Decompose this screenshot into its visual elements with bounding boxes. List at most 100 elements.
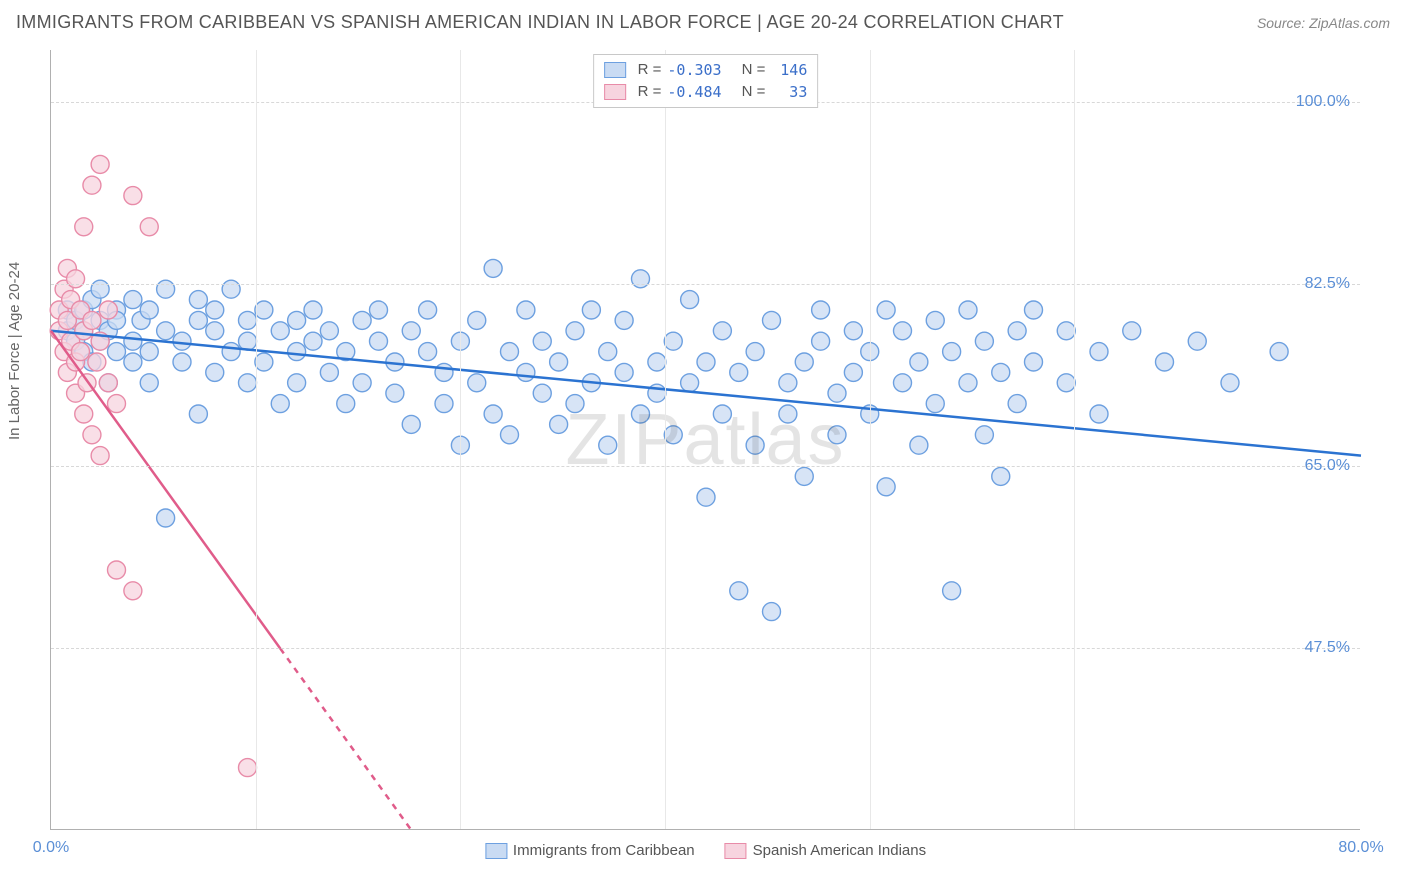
scatter-point — [1057, 322, 1075, 340]
scatter-point — [517, 301, 535, 319]
y-axis-label: In Labor Force | Age 20-24 — [6, 262, 23, 440]
y-tick-label: 47.5% — [1305, 639, 1350, 657]
scatter-point — [255, 301, 273, 319]
scatter-point — [877, 478, 895, 496]
scatter-point — [566, 395, 584, 413]
scatter-point — [1221, 374, 1239, 392]
plot-area: ZIPatlas R =-0.303N =146R =-0.484N = 33 … — [50, 50, 1360, 830]
scatter-point — [1090, 343, 1108, 361]
scatter-point — [75, 218, 93, 236]
scatter-point — [1156, 353, 1174, 371]
legend-stats-row: R =-0.303N =146 — [604, 59, 808, 81]
scatter-point — [1008, 322, 1026, 340]
legend-series-item: Immigrants from Caribbean — [485, 842, 695, 859]
scatter-point — [697, 353, 715, 371]
scatter-point — [157, 322, 175, 340]
scatter-point — [730, 582, 748, 600]
scatter-point — [828, 426, 846, 444]
r-value: -0.303 — [667, 59, 721, 81]
scatter-point — [877, 301, 895, 319]
scatter-point — [844, 363, 862, 381]
scatter-point — [370, 301, 388, 319]
scatter-point — [713, 405, 731, 423]
scatter-point — [91, 280, 109, 298]
chart-svg — [51, 50, 1360, 829]
scatter-point — [550, 415, 568, 433]
scatter-point — [1090, 405, 1108, 423]
scatter-point — [533, 332, 551, 350]
scatter-point — [730, 363, 748, 381]
scatter-point — [992, 363, 1010, 381]
trend-line-dashed — [280, 648, 411, 830]
scatter-point — [173, 332, 191, 350]
scatter-point — [124, 353, 142, 371]
scatter-point — [222, 343, 240, 361]
scatter-point — [83, 311, 101, 329]
scatter-point — [779, 374, 797, 392]
n-value: 146 — [771, 59, 807, 81]
scatter-point — [91, 155, 109, 173]
scatter-point — [501, 426, 519, 444]
scatter-point — [124, 291, 142, 309]
scatter-point — [1057, 374, 1075, 392]
scatter-point — [975, 426, 993, 444]
trend-line — [51, 331, 1361, 456]
scatter-point — [71, 343, 89, 361]
scatter-point — [550, 353, 568, 371]
source-credit: Source: ZipAtlas.com — [1257, 15, 1390, 31]
scatter-point — [681, 291, 699, 309]
scatter-point — [1123, 322, 1141, 340]
scatter-point — [189, 291, 207, 309]
gridline-vertical — [870, 50, 871, 829]
scatter-point — [1025, 301, 1043, 319]
scatter-point — [894, 374, 912, 392]
scatter-point — [632, 270, 650, 288]
scatter-point — [320, 322, 338, 340]
scatter-point — [239, 311, 257, 329]
y-tick-label: 100.0% — [1296, 93, 1350, 111]
n-value: 33 — [771, 81, 807, 103]
scatter-point — [173, 353, 191, 371]
scatter-point — [386, 384, 404, 402]
scatter-point — [910, 436, 928, 454]
scatter-point — [959, 374, 977, 392]
scatter-point — [746, 343, 764, 361]
gridline-vertical — [665, 50, 666, 829]
legend-stats-row: R =-0.484N = 33 — [604, 81, 808, 103]
scatter-point — [370, 332, 388, 350]
gridline-horizontal — [51, 466, 1360, 467]
scatter-point — [435, 363, 453, 381]
scatter-point — [926, 395, 944, 413]
scatter-point — [632, 405, 650, 423]
y-tick-label: 65.0% — [1305, 457, 1350, 475]
legend-series-label: Immigrants from Caribbean — [513, 842, 695, 859]
legend-swatch — [485, 843, 507, 859]
scatter-point — [67, 270, 85, 288]
scatter-point — [402, 322, 420, 340]
legend-swatch — [725, 843, 747, 859]
scatter-point — [1008, 395, 1026, 413]
scatter-point — [468, 374, 486, 392]
scatter-point — [206, 301, 224, 319]
scatter-point — [713, 322, 731, 340]
legend-series: Immigrants from CaribbeanSpanish America… — [485, 842, 926, 859]
scatter-point — [599, 343, 617, 361]
gridline-horizontal — [51, 284, 1360, 285]
x-tick-label: 80.0% — [1338, 839, 1383, 857]
scatter-point — [88, 353, 106, 371]
scatter-point — [746, 436, 764, 454]
scatter-point — [681, 374, 699, 392]
scatter-point — [288, 311, 306, 329]
scatter-point — [533, 384, 551, 402]
scatter-point — [795, 353, 813, 371]
scatter-point — [779, 405, 797, 423]
scatter-point — [99, 301, 117, 319]
scatter-point — [157, 280, 175, 298]
scatter-point — [239, 374, 257, 392]
scatter-point — [468, 311, 486, 329]
scatter-point — [975, 332, 993, 350]
scatter-point — [419, 301, 437, 319]
scatter-point — [91, 447, 109, 465]
legend-swatch — [604, 84, 626, 100]
scatter-point — [566, 322, 584, 340]
